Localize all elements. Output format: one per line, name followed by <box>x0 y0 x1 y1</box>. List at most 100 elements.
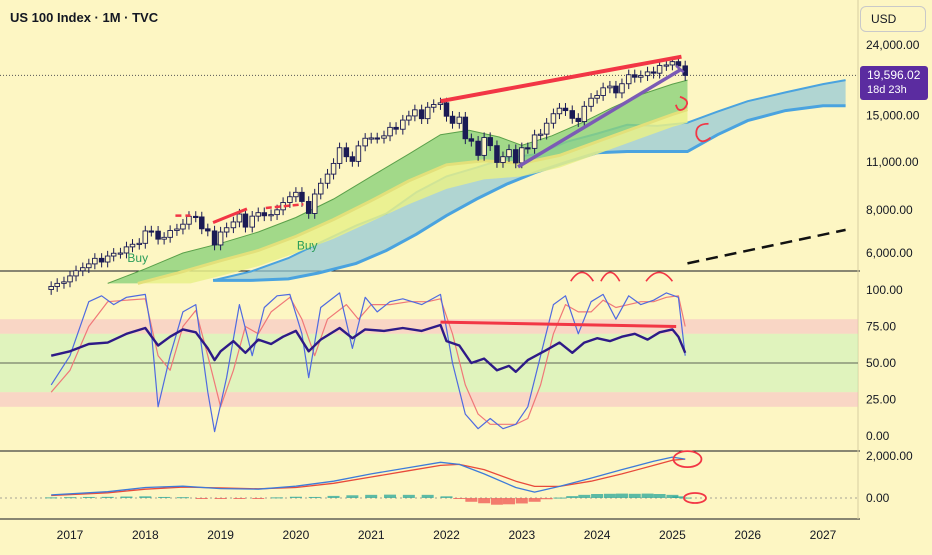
candle-up <box>556 107 563 115</box>
candle-up <box>249 215 255 228</box>
histogram-bar <box>515 498 528 504</box>
candle-up <box>129 243 136 248</box>
candle-up <box>644 71 651 77</box>
last-price: 19,596.02 <box>867 68 921 82</box>
histogram-bar <box>195 498 208 499</box>
histogram-bar <box>553 497 566 499</box>
hand-drawn-circle <box>672 450 703 469</box>
candle-up <box>217 231 224 246</box>
macd-tick-label: 2,000.00 <box>866 449 913 463</box>
axes-layer: 24,000.00 15,000.00 11,000.00 8,000.00 6,000… <box>57 38 920 542</box>
candle-down <box>205 228 211 232</box>
candle-up <box>619 83 625 94</box>
currency-button[interactable]: USD <box>860 6 926 32</box>
candle-up <box>437 102 444 105</box>
candle-down <box>393 126 399 130</box>
stoch-d-line <box>50 295 686 425</box>
candle-down <box>650 71 657 74</box>
histogram-bar <box>528 498 541 502</box>
candle-up <box>110 252 117 257</box>
candle-up <box>594 95 600 99</box>
histogram-bar <box>327 495 340 498</box>
time-tick-label: 2020 <box>283 528 310 542</box>
time-tick-label: 2018 <box>132 528 159 542</box>
support-trendline <box>675 64 685 74</box>
candle-up <box>324 173 331 184</box>
price-tick-label: 6,000.00 <box>866 246 913 260</box>
candle-up <box>519 147 525 164</box>
histogram-bar <box>308 496 321 498</box>
histogram-bar <box>603 493 616 498</box>
rsi-tick-label: 100.00 <box>866 283 903 297</box>
price-tick-label: 8,000.00 <box>866 203 913 217</box>
histogram-bar <box>453 498 466 499</box>
rsi-tick-label: 50.00 <box>866 356 896 370</box>
candle-down <box>261 212 268 217</box>
hand-drawn-circle <box>675 95 689 111</box>
rsi-tick-label: 25.00 <box>866 393 896 407</box>
histogram-bar <box>120 496 133 498</box>
time-tick-label: 2021 <box>358 528 385 542</box>
candle-down <box>155 230 161 240</box>
candle-up <box>317 182 324 195</box>
candle-up <box>362 137 368 147</box>
candle-up <box>180 223 186 230</box>
histogram-bar <box>233 498 246 499</box>
candle-up <box>537 133 544 136</box>
candle-up <box>625 74 632 85</box>
hand-drawn-arc <box>600 271 621 282</box>
candle-up <box>406 115 412 121</box>
candle-down <box>462 116 469 140</box>
candle-up <box>336 147 343 164</box>
price-tick-label: 15,000.00 <box>866 109 920 123</box>
candle-up <box>600 87 606 96</box>
time-tick-label: 2026 <box>734 528 761 542</box>
candle-up <box>104 255 111 263</box>
candle-down <box>418 109 425 120</box>
candle-down <box>343 147 350 158</box>
rsi-line <box>50 323 687 373</box>
candle-down <box>242 213 249 228</box>
time-tick-label: 2023 <box>508 528 535 542</box>
macd-line <box>51 456 686 496</box>
candle-down <box>199 216 205 230</box>
histogram-bar <box>653 494 666 498</box>
rsi-tick-label: 0.00 <box>866 429 890 443</box>
candle-down <box>148 230 155 233</box>
candle-up <box>268 214 274 217</box>
candle-up <box>581 105 588 122</box>
candle-down <box>475 140 481 156</box>
signal-line <box>51 458 686 497</box>
candle-up <box>424 106 431 120</box>
time-tick-label: 2017 <box>57 528 84 542</box>
histogram-bar <box>679 497 692 499</box>
candle-down <box>632 74 638 78</box>
candle-up <box>48 286 54 290</box>
candle-up <box>531 134 538 149</box>
candle-down <box>98 257 105 263</box>
candle-up <box>500 156 506 163</box>
candle-up <box>123 246 130 254</box>
time-tick-label: 2027 <box>810 528 837 542</box>
histogram-bar <box>214 498 227 499</box>
candle-up <box>86 263 92 269</box>
histogram-bar <box>490 498 503 505</box>
histogram-bar <box>440 496 453 498</box>
histogram-bar <box>540 498 553 500</box>
candle-down <box>349 156 356 162</box>
candle-down <box>193 215 199 219</box>
histogram-bar <box>641 493 654 498</box>
mini-trendline <box>212 207 248 224</box>
candle-up <box>274 209 280 216</box>
candle-up <box>161 236 167 240</box>
histogram-bar <box>346 495 359 498</box>
candle-up <box>607 85 613 89</box>
candle-up <box>73 270 79 277</box>
histogram-bar <box>578 494 591 498</box>
candle-up <box>669 61 676 66</box>
histogram-bar <box>384 494 397 498</box>
overbought-zone <box>0 319 858 334</box>
candle-up <box>223 227 230 233</box>
